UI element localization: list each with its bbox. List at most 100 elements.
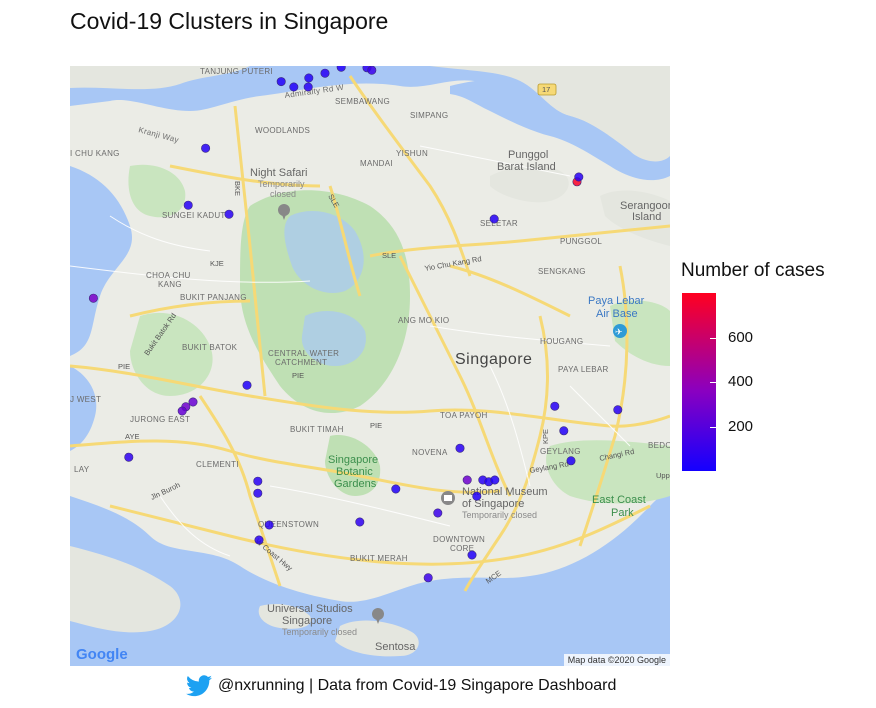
google-logo: Google	[76, 646, 128, 663]
label-west: J WEST	[70, 395, 101, 404]
punggol-barat-island	[490, 165, 569, 203]
label-choa-chu-kang-1: CHOA CHU	[146, 271, 191, 280]
cluster-point[interactable]	[489, 214, 499, 224]
bukit-batok-green	[130, 312, 213, 396]
label-paya-lebar: PAYA LEBAR	[558, 365, 609, 374]
label-downtown-2: CORE	[450, 544, 474, 553]
cluster-point[interactable]	[276, 77, 286, 87]
museum-pin-icon[interactable]	[441, 491, 455, 505]
botanic-gardens-green	[325, 435, 381, 496]
label-punggol-barat-1: Punggol	[508, 149, 548, 161]
label-tanjung-puteri: TANJUNG PUTERI	[200, 67, 273, 76]
legend-tick-label: 400	[728, 373, 754, 390]
label-bukit-timah: BUKIT TIMAH	[290, 425, 344, 434]
cluster-point[interactable]	[303, 82, 313, 92]
cluster-point[interactable]	[253, 476, 263, 486]
route-17-shield	[537, 83, 557, 96]
southern-sea	[70, 486, 670, 666]
cluster-point[interactable]	[613, 405, 623, 415]
label-sentosa: Sentosa	[375, 641, 416, 653]
label-sungei-kadut: SUNGEI KADUT	[162, 211, 226, 220]
label-geylang: GEYLANG	[540, 447, 581, 456]
label-chu-kang: I CHU KANG	[70, 149, 120, 158]
label-aye: AYE	[125, 432, 139, 441]
cluster-point[interactable]	[336, 66, 346, 72]
macritchie-reservoir	[301, 311, 366, 366]
label-pie-west: PIE	[118, 362, 130, 371]
johor-strait-east	[450, 78, 670, 181]
cluster-point[interactable]	[423, 573, 433, 583]
minor-roads	[70, 145, 631, 557]
label-sengkang: SENGKANG	[538, 267, 586, 276]
cluster-point[interactable]	[289, 82, 299, 92]
cluster-point[interactable]	[455, 443, 465, 453]
page-title: Covid-19 Clusters in Singapore	[70, 8, 389, 34]
cluster-point[interactable]	[472, 491, 482, 501]
cluster-point[interactable]	[264, 520, 274, 530]
cluster-point[interactable]	[320, 68, 330, 78]
cluster-point[interactable]	[355, 517, 365, 527]
legend: Number of cases 600 400 200	[680, 258, 870, 488]
label-hougang: HOUGANG	[540, 337, 583, 346]
cluster-point[interactable]	[304, 73, 314, 83]
label-sembawang: SEMBAWANG	[335, 97, 390, 106]
label-bukit-merah: BUKIT MERAH	[350, 554, 408, 563]
cluster-point[interactable]	[242, 380, 252, 390]
night-safari-pin-icon[interactable]	[278, 204, 290, 220]
jurong-island	[70, 546, 181, 633]
label-singapore-city: Singapore	[455, 351, 532, 368]
cluster-point[interactable]	[367, 66, 377, 75]
legend-tick-label: 600	[728, 328, 754, 346]
cluster-point[interactable]	[550, 401, 560, 411]
label-pie-east: PIE	[370, 421, 382, 430]
legend-tick-label: 200	[728, 417, 754, 435]
airport-pin-icon[interactable]: ✈	[613, 324, 627, 338]
cluster-point[interactable]	[224, 209, 234, 219]
label-bukit-panjang: BUKIT PANJANG	[180, 293, 247, 302]
cluster-point[interactable]	[183, 200, 193, 210]
label-paya-lebar-airbase-2: Air Base	[596, 308, 638, 320]
label-sle: SLE	[382, 251, 396, 260]
road-network	[70, 75, 670, 592]
cluster-point[interactable]	[566, 456, 576, 466]
label-kpe: KPE	[541, 429, 550, 444]
label-jurong-east: JURONG EAST	[130, 415, 190, 424]
label-night-safari-note2: closed	[270, 189, 296, 199]
caption: @nxrunning | Data from Covid-19 Singapor…	[186, 675, 616, 697]
cluster-point[interactable]	[253, 488, 263, 498]
map-panel[interactable]: TANJUNG PUTERI Admiralty Rd W SEMBAWANG …	[70, 66, 670, 666]
cluster-point[interactable]	[391, 484, 401, 494]
cluster-point[interactable]	[462, 475, 472, 485]
cluster-point[interactable]	[467, 550, 477, 560]
east-coast-green	[546, 440, 670, 504]
legend-tick-mark	[710, 426, 716, 428]
cluster-point[interactable]	[433, 508, 443, 518]
label-night-safari-note1: Temporarily	[258, 179, 305, 189]
label-novena: NOVENA	[412, 448, 448, 457]
johor-land-nw	[70, 66, 250, 90]
label-universal-1: Universal Studios	[267, 603, 353, 615]
west-water	[70, 166, 133, 356]
label-botanic-1: Singapore	[328, 454, 378, 466]
cluster-point[interactable]	[254, 535, 264, 545]
svg-text:✈: ✈	[615, 328, 623, 338]
label-pie-mid: PIE	[292, 371, 304, 380]
cluster-point[interactable]	[124, 452, 134, 462]
cluster-point[interactable]	[559, 426, 569, 436]
cluster-point[interactable]	[177, 406, 187, 416]
label-punggol: PUNGGOL	[560, 237, 602, 246]
cluster-point[interactable]	[88, 293, 98, 303]
legend-tick-mark	[710, 337, 716, 339]
label-lay: LAY	[74, 465, 90, 474]
cluster-point[interactable]	[574, 172, 584, 182]
label-kje: KJE	[210, 259, 224, 268]
universal-pin-icon[interactable]	[372, 608, 384, 624]
cluster-point[interactable]	[188, 397, 198, 407]
central-catchment	[240, 190, 410, 414]
legend-title: Number of cases	[681, 260, 825, 281]
label-downtown-1: DOWNTOWN	[433, 535, 485, 544]
cluster-point[interactable]	[490, 475, 500, 485]
cluster-point[interactable]	[201, 143, 211, 153]
legend-tick-mark	[710, 382, 716, 383]
twitter-bird-icon[interactable]	[186, 675, 212, 697]
